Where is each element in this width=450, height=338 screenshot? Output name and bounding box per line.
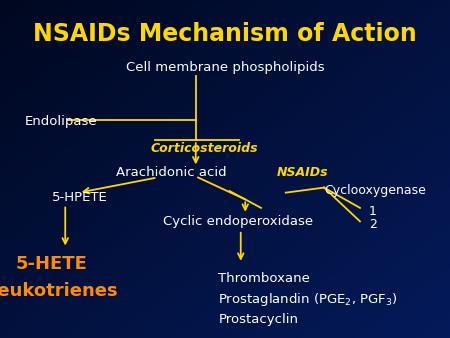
Text: 5-HPETE: 5-HPETE (52, 191, 108, 204)
Text: NSAIDs: NSAIDs (277, 166, 328, 179)
Text: Cell membrane phospholipids: Cell membrane phospholipids (126, 61, 324, 74)
Text: Endolipase: Endolipase (25, 115, 97, 128)
Text: 1: 1 (369, 205, 377, 218)
Text: Prostacyclin: Prostacyclin (218, 313, 298, 326)
Text: Thromboxane: Thromboxane (218, 272, 310, 285)
Text: Arachidonic acid: Arachidonic acid (116, 166, 226, 179)
Text: Leukotrienes: Leukotrienes (0, 282, 117, 300)
Text: NSAIDs Mechanism of Action: NSAIDs Mechanism of Action (33, 22, 417, 46)
Text: Cyclooxygenase: Cyclooxygenase (324, 185, 426, 197)
Text: 5-HETE: 5-HETE (16, 255, 88, 273)
Text: Prostaglandin (PGE$_2$, PGF$_3$): Prostaglandin (PGE$_2$, PGF$_3$) (218, 291, 398, 308)
Text: Corticosteroids: Corticosteroids (151, 142, 258, 155)
Text: 2: 2 (369, 218, 377, 231)
Text: Cyclic endoperoxidase: Cyclic endoperoxidase (163, 215, 314, 228)
